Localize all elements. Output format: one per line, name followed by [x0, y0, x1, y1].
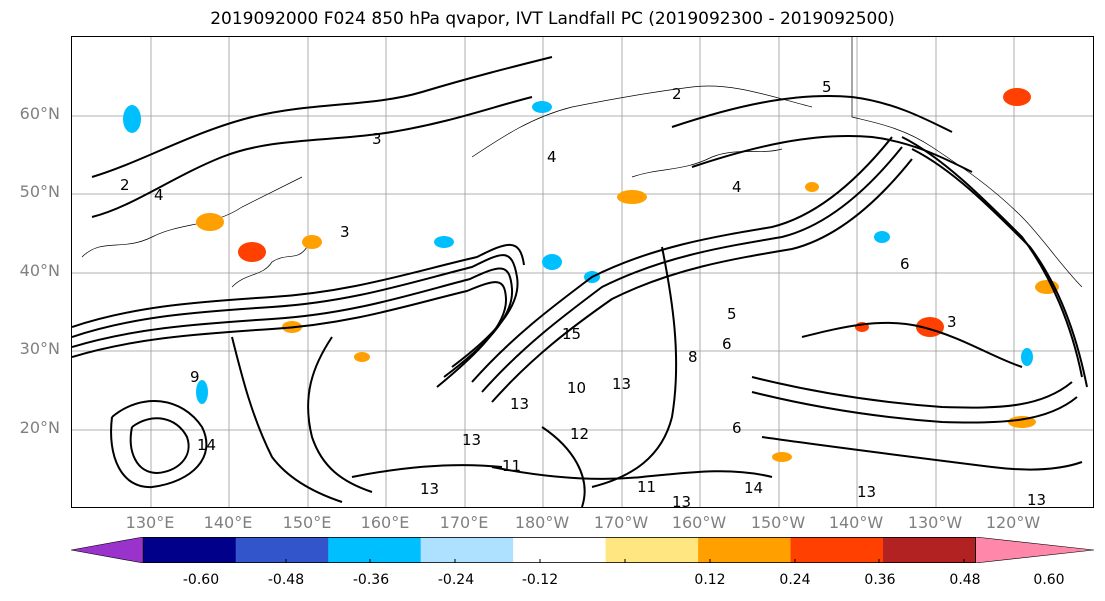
lat-label-50n: 50°N	[19, 182, 60, 201]
colorbar-ticks	[285, 559, 965, 563]
colorbar-outline	[142, 537, 976, 563]
contour-label: 15	[562, 325, 581, 343]
contour-label: 8	[688, 348, 698, 366]
contour-label: 13	[420, 480, 439, 498]
colorbar-tick-label: -0.24	[437, 572, 475, 588]
colorbar-segment	[698, 537, 792, 563]
contour-label: 5	[727, 305, 737, 323]
colorbar-segment	[513, 537, 607, 563]
lat-label-40n: 40°N	[19, 261, 60, 280]
contour-label: 4	[732, 178, 742, 196]
colorbar-segment	[235, 537, 329, 563]
contour-label: 6	[732, 419, 742, 437]
lon-label-150e: 150°E	[282, 513, 332, 532]
contour-label: 3	[340, 223, 350, 241]
colorbar	[71, 537, 1094, 563]
lon-label-140w: 140°W	[828, 513, 884, 532]
contour-lines	[72, 56, 1088, 507]
lon-label-140e: 140°E	[203, 513, 253, 532]
contour-label: 13	[857, 483, 876, 501]
colorbar-segment	[420, 537, 514, 563]
colorbar-tick-label: -0.36	[352, 572, 390, 588]
map-svg: 4 3 2 4 5 3 4 2 3 6 5 15 10 13 13 12 13 …	[72, 37, 1093, 508]
lon-label-180w: 180°W	[514, 513, 570, 532]
contour-label: 4	[154, 186, 164, 204]
lon-label-120w: 120°W	[985, 513, 1041, 532]
colorbar-tick-label: 0.48	[949, 572, 981, 588]
contour-label: 12	[570, 425, 589, 443]
contour-label: 2	[120, 176, 130, 194]
lon-label-130e: 130°E	[125, 513, 175, 532]
colorbar-segment	[605, 537, 699, 563]
coastlines	[81, 37, 1083, 288]
contour-label: 13	[612, 375, 631, 393]
lon-label-130w: 130°W	[907, 513, 963, 532]
lat-label-60n: 60°N	[19, 104, 60, 123]
map-panel: 4 3 2 4 5 3 4 2 3 6 5 15 10 13 13 12 13 …	[71, 36, 1094, 508]
colorbar-extend-max	[975, 537, 1094, 563]
colorbar-tick-label: -0.12	[521, 572, 559, 588]
contour-label: 2	[672, 85, 682, 103]
contour-label: 9	[190, 368, 200, 386]
colorbar-segment	[790, 537, 884, 563]
lon-label-170w: 170°W	[593, 513, 649, 532]
contour-label: 5	[822, 78, 832, 96]
contour-label: 13	[1027, 491, 1046, 508]
graticule	[72, 37, 1093, 507]
contour-label: 4	[547, 148, 557, 166]
contour-label: 11	[637, 478, 656, 496]
contour-label: 6	[900, 255, 910, 273]
colorbar-tick-label: -0.48	[267, 572, 305, 588]
lon-label-150w: 150°W	[750, 513, 806, 532]
colorbar-segment	[143, 537, 237, 563]
contour-label: 3	[372, 130, 382, 148]
contour-label: 13	[462, 431, 481, 449]
lon-label-160w: 160°W	[671, 513, 727, 532]
lon-label-170e: 170°E	[439, 513, 489, 532]
contour-label: 14	[744, 479, 763, 497]
contour-label: 13	[672, 493, 691, 508]
lat-label-20n: 20°N	[19, 418, 60, 437]
lat-label-30n: 30°N	[19, 339, 60, 358]
colorbar-extend-min	[71, 537, 144, 563]
colorbar-segments	[71, 537, 1094, 563]
colorbar-tick-label: 0.60	[1033, 572, 1065, 588]
contour-label: 6	[722, 335, 732, 353]
contour-label: 11	[502, 457, 521, 475]
contour-label: 10	[567, 379, 586, 397]
contour-label-group: 4 3 2 4 5 3 4 2 3 6 5 15 10 13 13 12 13 …	[120, 78, 1046, 508]
map-title: 2019092000 F024 850 hPa qvapor, IVT Land…	[210, 9, 895, 29]
colorbar-tick-label: 0.24	[779, 572, 811, 588]
colorbar-segment	[328, 537, 422, 563]
contour-label: 13	[510, 395, 529, 413]
contour-label: 3	[947, 313, 957, 331]
colorbar-tick-label: 0.36	[864, 572, 896, 588]
lon-label-160e: 160°E	[360, 513, 410, 532]
colorbar-tick-label: 0.12	[694, 572, 726, 588]
colorbar-segment	[883, 537, 977, 563]
colorbar-tick-label: -0.60	[182, 572, 220, 588]
contour-label: 14	[197, 436, 216, 454]
